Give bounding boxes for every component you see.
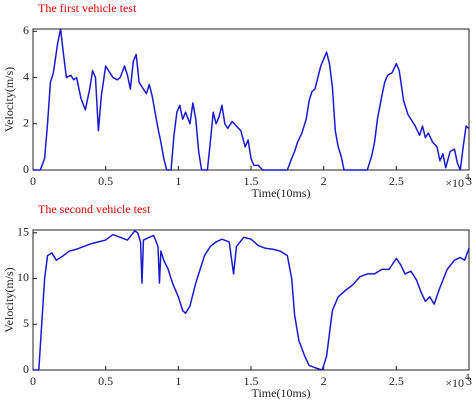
x-tick-label: 2.5 (389, 374, 404, 388)
chart-title: The second vehicle test (38, 202, 151, 216)
y-tick-label: 4 (23, 69, 29, 83)
x-tick-label: 2.5 (389, 174, 404, 188)
x-tick-label: 1 (175, 174, 181, 188)
x-tick-label: 2 (321, 174, 327, 188)
y-tick-label: 10 (17, 270, 29, 284)
data-line (33, 230, 470, 371)
y-tick-label: 0 (23, 162, 29, 176)
x-multiplier-exponent: 4 (465, 372, 470, 382)
x-tick-label: 1 (175, 374, 181, 388)
x-multiplier-exponent: 4 (465, 172, 470, 182)
y-tick-label: 6 (23, 23, 29, 37)
y-tick-label: 0 (23, 362, 29, 376)
x-axis-label: Time(10ms) (252, 386, 311, 400)
y-axis-label: Velocity(m/s) (2, 67, 16, 132)
x-tick-label: 2 (321, 374, 327, 388)
x-axis-label: Time(10ms) (252, 186, 311, 200)
data-line (33, 28, 470, 171)
y-tick-label: 2 (23, 116, 29, 130)
x-tick-label: 3 (466, 374, 472, 388)
x-tick-label: 0.5 (98, 374, 113, 388)
x-multiplier: ×10 (445, 376, 464, 390)
x-tick-label: 1.5 (244, 174, 259, 188)
y-tick-label: 5 (23, 316, 29, 330)
y-tick-label: 15 (17, 224, 29, 238)
chart-title: The first vehicle test (38, 1, 137, 15)
axes-box (32, 229, 470, 371)
y-axis-label: Velocity(m/s) (2, 267, 16, 332)
x-tick-label: 0.5 (98, 174, 113, 188)
x-multiplier: ×10 (445, 176, 464, 190)
x-tick-label: 0 (30, 174, 36, 188)
x-tick-label: 3 (466, 174, 472, 188)
x-tick-label: 1.5 (244, 374, 259, 388)
x-tick-label: 0 (30, 374, 36, 388)
